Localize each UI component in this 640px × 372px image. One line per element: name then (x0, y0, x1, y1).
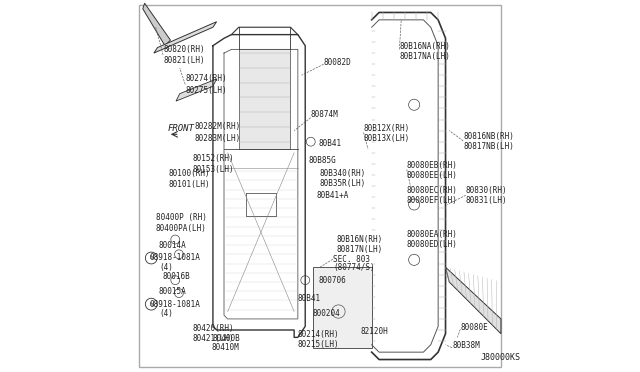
Text: 80015A: 80015A (158, 287, 186, 296)
Text: 80820(RH): 80820(RH) (163, 45, 205, 54)
Text: 80817N(LH): 80817N(LH) (337, 245, 383, 254)
Text: 80016B: 80016B (163, 272, 190, 281)
Text: 80080E: 80080E (460, 323, 488, 331)
Text: 80817NB(LH): 80817NB(LH) (463, 142, 514, 151)
Text: 08918-1081A: 08918-1081A (149, 300, 200, 309)
Text: 80821(LH): 80821(LH) (163, 56, 205, 65)
Text: 80152(RH): 80152(RH) (193, 154, 234, 163)
Text: 80214(RH): 80214(RH) (298, 330, 339, 339)
Text: 80B16N(RH): 80B16N(RH) (337, 235, 383, 244)
Text: 80283M(LH): 80283M(LH) (195, 134, 241, 142)
Text: 80B41+A: 80B41+A (316, 191, 349, 200)
Text: 80816NB(RH): 80816NB(RH) (463, 132, 514, 141)
Text: 80830(RH): 80830(RH) (466, 186, 508, 195)
Text: 80B35R(LH): 80B35R(LH) (320, 179, 366, 187)
Text: 80831(LH): 80831(LH) (466, 196, 508, 205)
Text: 80014A: 80014A (158, 241, 186, 250)
Text: 80400B: 80400B (213, 334, 241, 343)
Text: 800706: 800706 (318, 276, 346, 285)
Text: 80082D: 80082D (324, 58, 351, 67)
Polygon shape (176, 79, 216, 101)
Text: N: N (149, 302, 154, 307)
Text: 80215(LH): 80215(LH) (298, 340, 339, 349)
Text: 80153(LH): 80153(LH) (193, 165, 234, 174)
Text: 80080EE(LH): 80080EE(LH) (407, 171, 458, 180)
Text: 80B17NA(LH): 80B17NA(LH) (399, 52, 451, 61)
Text: FRONT: FRONT (168, 124, 195, 133)
Text: 80100(RH): 80100(RH) (168, 169, 211, 177)
Text: 80282M(RH): 80282M(RH) (195, 122, 241, 131)
Text: 80080EC(RH): 80080EC(RH) (407, 186, 458, 195)
Text: 80080EB(RH): 80080EB(RH) (407, 161, 458, 170)
Polygon shape (143, 3, 170, 46)
Text: (80774/S): (80774/S) (333, 263, 374, 272)
FancyBboxPatch shape (312, 267, 372, 349)
Text: 80421(LH): 80421(LH) (193, 334, 234, 343)
FancyBboxPatch shape (139, 5, 501, 367)
Text: 80400PA(LH): 80400PA(LH) (156, 224, 207, 233)
Text: 800204: 800204 (312, 309, 340, 318)
Text: 80400P (RH): 80400P (RH) (156, 213, 207, 222)
Text: SEC. 803: SEC. 803 (333, 254, 370, 264)
Text: 80420(RH): 80420(RH) (193, 324, 234, 333)
Text: 80B12X(RH): 80B12X(RH) (364, 124, 410, 133)
Text: 80101(LH): 80101(LH) (168, 180, 211, 189)
Text: 80B38M: 80B38M (452, 341, 480, 350)
Text: 80B340(RH): 80B340(RH) (320, 169, 366, 177)
Text: 80B16NA(RH): 80B16NA(RH) (399, 42, 451, 51)
Text: 80874M: 80874M (311, 109, 339, 119)
Text: 80B41: 80B41 (298, 294, 321, 303)
Text: 80080ED(LH): 80080ED(LH) (407, 240, 458, 249)
Text: J80000KS: J80000KS (481, 353, 520, 362)
Text: 80410M: 80410M (211, 343, 239, 352)
Text: 80275(LH): 80275(LH) (185, 86, 227, 94)
Polygon shape (239, 49, 291, 149)
Text: N: N (149, 256, 154, 260)
Text: 80080EF(LH): 80080EF(LH) (407, 196, 458, 205)
Text: (4): (4) (159, 309, 173, 318)
Text: 80274(RH): 80274(RH) (185, 74, 227, 83)
Text: 08918-1081A: 08918-1081A (149, 253, 200, 263)
Text: 80B41: 80B41 (318, 139, 341, 148)
Text: 82120H: 82120H (360, 327, 388, 336)
Text: (4): (4) (159, 263, 173, 272)
Text: 80B13X(LH): 80B13X(LH) (364, 134, 410, 143)
Polygon shape (154, 22, 216, 53)
Text: 80B85G: 80B85G (309, 155, 337, 165)
Polygon shape (445, 267, 501, 334)
Text: 80080EA(RH): 80080EA(RH) (407, 230, 458, 239)
